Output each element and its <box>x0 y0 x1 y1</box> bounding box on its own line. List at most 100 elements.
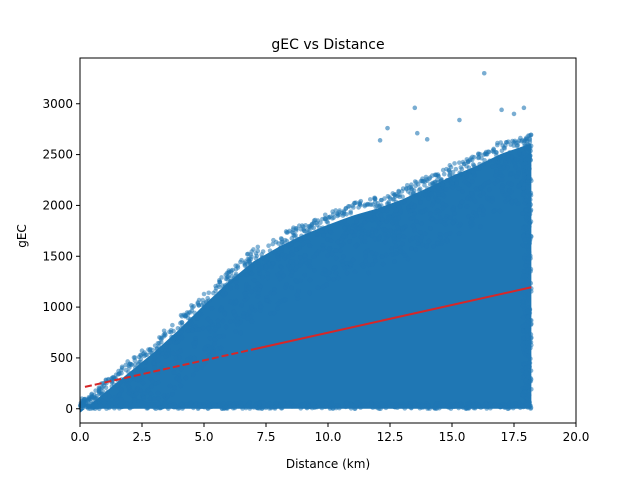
scatter-point <box>179 314 185 319</box>
scatter-point <box>325 253 330 259</box>
scatter-point <box>426 238 432 244</box>
scatter-point <box>445 238 450 244</box>
scatter-point <box>351 205 356 210</box>
scatter-point <box>156 349 162 355</box>
scatter-point <box>408 401 413 406</box>
scatter-point <box>320 232 326 238</box>
scatter-point <box>267 248 273 253</box>
scatter-point <box>103 385 109 391</box>
y-axis-label: gEC <box>15 224 29 248</box>
scatter-point <box>429 202 435 208</box>
scatter-point <box>170 322 175 328</box>
scatter-point <box>456 223 462 229</box>
scatter-point <box>398 208 404 214</box>
scatter-point <box>269 264 274 270</box>
scatter-point <box>222 311 228 317</box>
scatter-point <box>86 404 92 409</box>
scatter-point <box>340 210 345 216</box>
scatter-point <box>507 187 512 193</box>
scatter-point <box>527 240 533 246</box>
scatter-point <box>516 184 522 189</box>
scatter-point <box>466 401 472 406</box>
scatter-point <box>380 217 385 223</box>
scatter-point <box>361 401 367 407</box>
scatter-point <box>408 237 413 243</box>
y-tick-label: 1000 <box>42 300 73 314</box>
scatter-point <box>291 225 296 231</box>
scatter-point <box>266 261 272 267</box>
scatter-point <box>147 376 153 381</box>
scatter-point <box>517 150 522 156</box>
scatter-point <box>438 400 443 406</box>
scatter-point <box>207 402 212 408</box>
scatter-point <box>391 205 397 210</box>
scatter-point <box>513 198 519 204</box>
scatter-point <box>382 196 387 201</box>
scatter-point <box>499 173 505 179</box>
scatter-point <box>437 215 443 220</box>
scatter-point <box>248 314 254 319</box>
scatter-point <box>490 148 495 154</box>
scatter-point <box>190 372 196 378</box>
scatter-point <box>440 182 445 188</box>
scatter-point <box>417 200 423 205</box>
scatter-point <box>473 211 478 216</box>
scatter-point <box>363 258 368 264</box>
scatter-point <box>126 369 131 375</box>
scatter-point <box>396 189 401 195</box>
x-tick-label: 5.0 <box>194 430 213 444</box>
scatter-point <box>492 158 498 164</box>
scatter-point <box>286 263 292 269</box>
scatter-point <box>372 196 378 201</box>
scatter-point <box>500 189 505 195</box>
scatter-point <box>344 401 350 407</box>
scatter-point <box>527 200 532 206</box>
scatter-point <box>213 325 219 330</box>
scatter-point <box>112 405 117 411</box>
scatter-point <box>286 254 291 260</box>
scatter-point <box>527 360 532 366</box>
scatter-point <box>487 158 492 164</box>
scatter-point <box>526 260 531 265</box>
scatter-point <box>379 400 384 406</box>
scatter-point <box>447 163 453 168</box>
scatter-point <box>500 143 505 148</box>
scatter-point <box>117 402 123 408</box>
scatter-point <box>268 290 274 296</box>
scatter-point <box>320 243 326 248</box>
scatter-point <box>359 227 365 233</box>
scatter-point <box>249 271 255 276</box>
scatter-point <box>528 219 534 224</box>
scatter-point <box>320 284 326 290</box>
scatter-point <box>409 405 414 411</box>
scatter-point <box>468 219 474 225</box>
scatter-point <box>140 391 145 397</box>
scatter-point <box>523 160 528 166</box>
scatter-point <box>280 402 286 407</box>
scatter-point <box>358 198 364 204</box>
scatter-point <box>192 310 197 316</box>
scatter-point <box>520 300 526 305</box>
scatter-point <box>265 275 271 281</box>
scatter-point <box>193 340 199 346</box>
scatter-point <box>523 369 529 375</box>
scatter-point <box>232 312 238 318</box>
scatter-point <box>207 335 213 341</box>
scatter-point <box>129 404 135 410</box>
scatter-point <box>338 242 344 248</box>
scatter-point <box>228 285 234 291</box>
scatter-point <box>509 181 514 187</box>
scatter-point <box>155 358 161 364</box>
scatter-point <box>402 406 408 411</box>
scatter-point <box>270 241 276 247</box>
scatter-point <box>509 155 514 160</box>
scatter-point <box>443 232 449 238</box>
scatter-outlier <box>385 125 390 131</box>
scatter-point <box>304 231 310 237</box>
scatter-point <box>522 237 527 242</box>
scatter-point <box>178 348 183 354</box>
scatter-point <box>440 167 446 173</box>
scatter-point <box>525 145 531 150</box>
scatter-point <box>238 319 243 325</box>
scatter-outlier <box>511 111 517 117</box>
